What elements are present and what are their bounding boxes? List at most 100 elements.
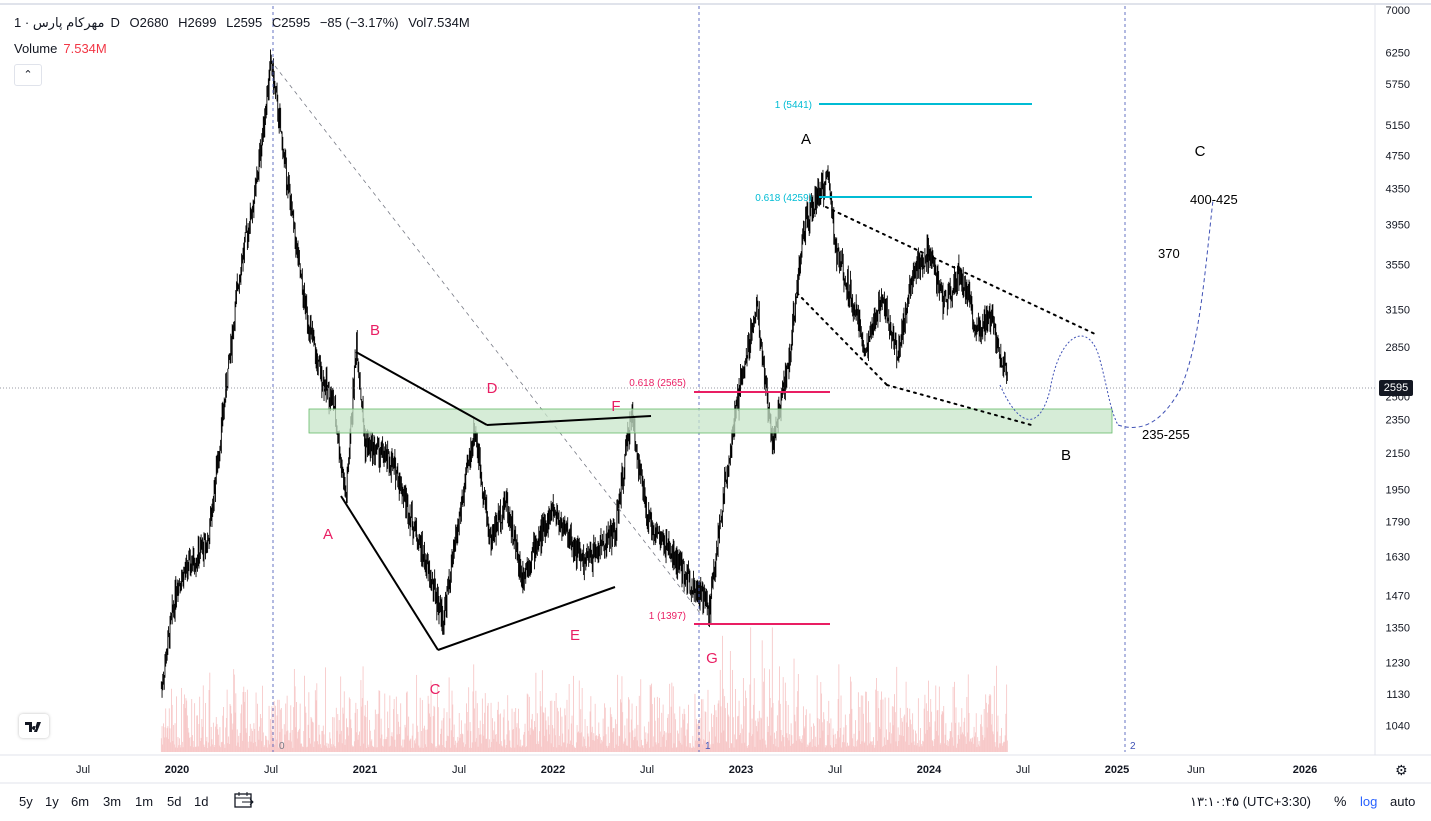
open-value: O2680 — [129, 15, 169, 30]
range-button-5d[interactable]: 5d — [167, 794, 182, 809]
projection-path-2[interactable] — [1117, 199, 1214, 428]
price-tick-label: 2850 — [1386, 342, 1410, 354]
last-price-tag: 2595 — [1379, 380, 1413, 396]
volume-value: Vol7.534M — [408, 15, 470, 30]
price-tick-label: 1350 — [1386, 622, 1410, 634]
price-tick-label: 4350 — [1386, 183, 1410, 195]
time-tick-label: 2023 — [729, 764, 753, 776]
change-value: −85 (−3.17%) — [319, 15, 399, 30]
wave-label-b: B — [370, 322, 380, 339]
wave-label-major-b: B — [1061, 447, 1071, 464]
wave-label-a: A — [323, 526, 333, 543]
target-label-235-255: 235-255 — [1142, 427, 1190, 442]
price-tick-label: 3950 — [1386, 220, 1410, 232]
close-value: C2595 — [271, 15, 311, 30]
range-button-1y[interactable]: 1y — [45, 794, 59, 809]
time-tick-label: Jul — [264, 764, 278, 776]
support-zone[interactable] — [308, 408, 1113, 434]
wave-line-a-c[interactable] — [340, 495, 439, 651]
time-tick-label: 2025 — [1105, 764, 1129, 776]
wedge-lower-line-2[interactable] — [886, 384, 1036, 427]
time-tick-label: Jul — [76, 764, 90, 776]
projection-path-1[interactable] — [999, 335, 1119, 426]
time-axis[interactable]: Jul 2020 Jul 2021 Jul 2022 Jul 2023 Jul 2024 Jul 20… — [76, 764, 1317, 776]
fib-label-1-cyan: 1 (5441) — [775, 100, 812, 111]
tradingview-logo-icon[interactable] — [19, 714, 49, 738]
auto-toggle[interactable]: auto — [1390, 794, 1416, 809]
time-tick-label: 2026 — [1293, 764, 1317, 776]
gear-icon[interactable]: ⚙ — [1395, 762, 1408, 778]
volume-legend-value: 7.534M — [63, 41, 107, 56]
range-button-1m[interactable]: 1m — [135, 794, 154, 809]
price-tick-label: 1130 — [1386, 689, 1410, 701]
diagonal-trendline[interactable] — [274, 65, 701, 614]
price-tick-label: 1790 — [1386, 517, 1410, 529]
price-tick-label: 5150 — [1386, 120, 1410, 132]
wave-label-major-a: A — [801, 131, 811, 148]
time-tick-label: 2021 — [353, 764, 377, 776]
calendar-range-icon[interactable] — [233, 791, 255, 812]
price-candles — [160, 49, 1008, 698]
range-button-6m[interactable]: 6m — [71, 794, 90, 809]
wave-label-f: F — [611, 398, 620, 415]
price-axis[interactable]: 7000 6250 5750 5150 4750 4350 3950 3550 3150 2850… — [1386, 5, 1410, 732]
wave-line-c-e[interactable] — [437, 586, 616, 651]
price-tick-label: 1630 — [1386, 552, 1410, 564]
time-tick-label: Jul — [640, 764, 654, 776]
price-tick-label: 6250 — [1386, 48, 1410, 60]
time-zone-clock[interactable]: ۱۳:۱۰:۴۵ (UTC+3:30) — [1190, 794, 1311, 809]
time-tick-label: Jul — [452, 764, 466, 776]
time-tick-label: Jul — [1016, 764, 1030, 776]
wave-line-b-d[interactable] — [355, 351, 488, 426]
price-tick-label: 3150 — [1386, 305, 1410, 317]
cycle-marker-1: 1 — [705, 741, 711, 752]
symbol-name[interactable]: مهرکام پارس — [32, 15, 105, 30]
collapse-legend-button[interactable]: ⌃ — [14, 64, 42, 86]
price-tick-label: 2350 — [1386, 414, 1410, 426]
price-tick-label: 1230 — [1386, 657, 1410, 669]
low-value: L2595 — [226, 15, 263, 30]
target-label-400-425: 400-425 — [1190, 192, 1238, 207]
fib-label-1-magenta: 1 (1397) — [649, 611, 686, 622]
wave-label-e: E — [570, 627, 580, 644]
price-tick-label: 3550 — [1386, 260, 1410, 272]
wedge-upper-line[interactable] — [825, 206, 1096, 335]
high-value: H2699 — [178, 15, 217, 30]
range-button-3m[interactable]: 3m — [103, 794, 122, 809]
time-tick-label: 2020 — [165, 764, 189, 776]
price-tick-label: 2150 — [1386, 448, 1410, 460]
fib-label-0618-cyan: 0.618 (4259) — [755, 193, 812, 204]
time-tick-label: Jun — [1187, 764, 1205, 776]
price-tick-label: 5750 — [1386, 79, 1410, 91]
range-button-5y[interactable]: 5y — [19, 794, 33, 809]
time-tick-label: 2022 — [541, 764, 565, 776]
wave-label-d: D — [487, 380, 498, 397]
percent-toggle[interactable]: % — [1334, 793, 1347, 809]
time-tick-label: Jul — [828, 764, 842, 776]
fib-label-0618-magenta: 0.618 (2565) — [629, 378, 686, 389]
volume-bars — [160, 627, 1008, 752]
log-toggle[interactable]: log — [1360, 794, 1378, 809]
wave-label-c: C — [430, 681, 441, 698]
price-tick-label: 4750 — [1386, 150, 1410, 162]
wave-label-major-c: C — [1195, 143, 1206, 160]
triangle-pattern[interactable] — [340, 351, 652, 651]
interval-label: · 1D — [14, 15, 120, 30]
volume-label: Volume — [14, 41, 58, 56]
wave-label-g: G — [706, 650, 718, 667]
bottom-toolbar: 5y 1y 6m 3m 1m 5d 1d ۱۳:۱۰:۴۵ (UTC+3:30)… — [0, 788, 1431, 818]
volume-legend[interactable]: Volume 7.534M — [14, 41, 107, 56]
price-tick-label: 1470 — [1386, 590, 1410, 602]
range-button-1d[interactable]: 1d — [194, 794, 209, 809]
cycle-marker-2: 2 — [1130, 741, 1136, 752]
time-tick-label: 2024 — [917, 764, 942, 776]
price-tick-label: 1950 — [1386, 484, 1410, 496]
target-label-370: 370 — [1158, 246, 1180, 261]
wedge-lower-line-1[interactable] — [796, 292, 888, 386]
chevron-up-icon: ⌃ — [23, 69, 33, 81]
price-tick-label: 1040 — [1386, 720, 1410, 732]
wave-line-d-f[interactable] — [486, 415, 652, 426]
symbol-legend[interactable]: مهرکام پارس · 1D O2680 H2699 L2595 C2595… — [14, 15, 476, 31]
cycle-marker-0: 0 — [279, 741, 285, 752]
